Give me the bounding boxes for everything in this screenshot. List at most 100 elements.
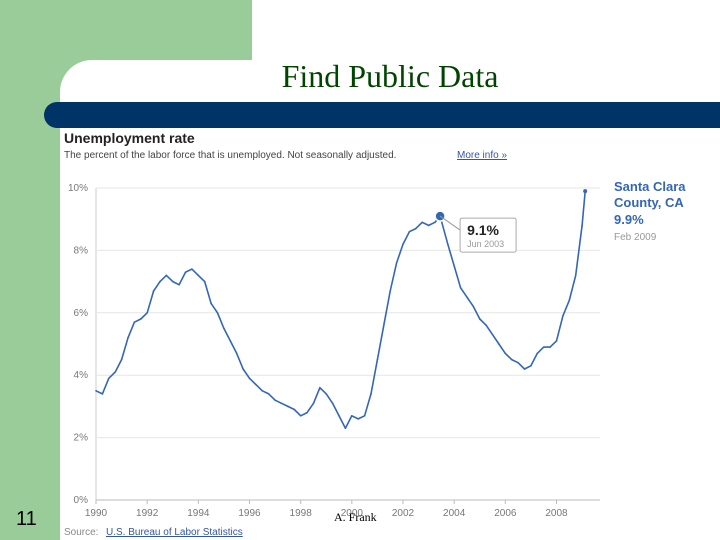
x-tick-label: 2000: [341, 508, 364, 519]
series-point: [114, 371, 116, 373]
y-tick-label: 6%: [74, 308, 89, 319]
series-point: [312, 402, 315, 405]
series-point: [171, 280, 174, 283]
series-point: [491, 333, 494, 336]
x-tick-label: 2006: [494, 508, 517, 519]
series-point: [414, 227, 417, 230]
series-point: [159, 280, 161, 283]
series-point: [267, 393, 270, 395]
series-point: [197, 274, 200, 277]
slide-title: Find Public Data: [281, 58, 499, 94]
more-info-link[interactable]: More info »: [457, 150, 507, 161]
series-point: [223, 327, 225, 330]
series-point: [210, 302, 212, 305]
series-point: [434, 221, 436, 224]
series-point: [127, 336, 129, 339]
source-link[interactable]: U.S. Bureau of Labor Statistics: [106, 527, 243, 538]
series-point: [229, 340, 232, 342]
series-point: [485, 324, 487, 327]
series-point: [165, 274, 168, 277]
series-point: [453, 265, 455, 267]
series-point: [395, 262, 398, 264]
series-point: [261, 390, 264, 392]
latest-point-marker: [583, 189, 588, 194]
series-point: [542, 346, 545, 348]
series-point: [152, 290, 155, 292]
series-point: [562, 315, 564, 317]
series-point: [287, 405, 289, 408]
x-axis: 1990 1992 1994 1996 1998 2000 2002 2004 2006 2008: [85, 500, 568, 519]
series-point: [376, 358, 379, 361]
series-point: [344, 427, 347, 430]
source-label: Source:: [64, 527, 98, 538]
series-point: [581, 224, 583, 227]
series-point: [280, 402, 283, 405]
series-point: [549, 346, 551, 348]
y-axis: 0% 2% 4% 6% 8% 10%: [68, 183, 88, 506]
x-tick-label: 1992: [136, 508, 159, 519]
series-point: [242, 368, 244, 370]
x-tick-label: 1996: [238, 508, 261, 519]
series-point: [338, 414, 340, 417]
series-latest-date: Feb 2009: [614, 232, 657, 243]
series-point: [536, 352, 539, 355]
series-point: [498, 343, 500, 345]
series-point: [299, 414, 302, 417]
series-point: [357, 418, 360, 420]
series-point: [363, 414, 366, 417]
series-point: [184, 271, 187, 274]
peak-date: Jun 2003: [467, 239, 504, 249]
series-point: [178, 283, 180, 286]
slide-footer: A. Frank: [334, 510, 377, 524]
series-point: [389, 290, 392, 292]
series-point: [504, 352, 507, 355]
unemployment-chart: Unemployment rate The percent of the lab…: [64, 130, 686, 538]
series-point: [146, 312, 148, 314]
x-tick-label: 1998: [290, 508, 313, 519]
series-point: [421, 221, 423, 224]
series-point: [574, 274, 577, 277]
y-tick-label: 2%: [74, 433, 89, 444]
series-point: [216, 312, 219, 314]
x-tick-label: 1994: [187, 508, 210, 519]
series-point: [517, 361, 519, 364]
series-point: [133, 321, 136, 323]
chart-subtitle: The percent of the labor force that is u…: [64, 150, 396, 161]
series-point: [255, 383, 257, 386]
peak-callout-line: [439, 215, 461, 231]
series-point: [466, 296, 468, 298]
series-point: [274, 399, 276, 401]
series-name-line1: Santa Clara: [614, 179, 686, 194]
series-point: [107, 377, 110, 380]
series-point: [191, 268, 193, 270]
series-point: [101, 393, 104, 395]
series-point: [408, 230, 411, 233]
series-point: [530, 365, 532, 367]
series-point: [293, 408, 296, 411]
series-label: Santa Clara County, CA 9.9% Feb 2009: [614, 179, 686, 243]
peak-callout-box: [459, 217, 517, 253]
series-point: [568, 299, 571, 302]
series-name-line2: County, CA: [614, 195, 684, 210]
series-line-santa-clara: [95, 191, 586, 429]
chart-screenshot: Unemployment rate The percent of the lab…: [60, 128, 712, 540]
series-point: [319, 386, 321, 389]
series-point: [523, 368, 526, 370]
series-point: [120, 358, 123, 361]
series-point: [478, 318, 481, 320]
series-point: [555, 340, 558, 342]
series-point: [510, 358, 513, 361]
series-point: [203, 280, 206, 283]
x-tick-label: 2002: [392, 508, 415, 519]
series-point: [446, 243, 449, 245]
x-tick-label: 1990: [85, 508, 108, 519]
y-tick-label: 10%: [68, 183, 88, 194]
title-underline-band: [44, 102, 720, 128]
chart-grid: [95, 187, 600, 501]
series-point: [472, 305, 475, 308]
x-tick-label: 2004: [443, 508, 466, 519]
peak-value: 9.1%: [467, 222, 499, 238]
series-point: [325, 393, 328, 395]
series-point: [427, 224, 430, 227]
y-tick-label: 4%: [74, 370, 89, 381]
